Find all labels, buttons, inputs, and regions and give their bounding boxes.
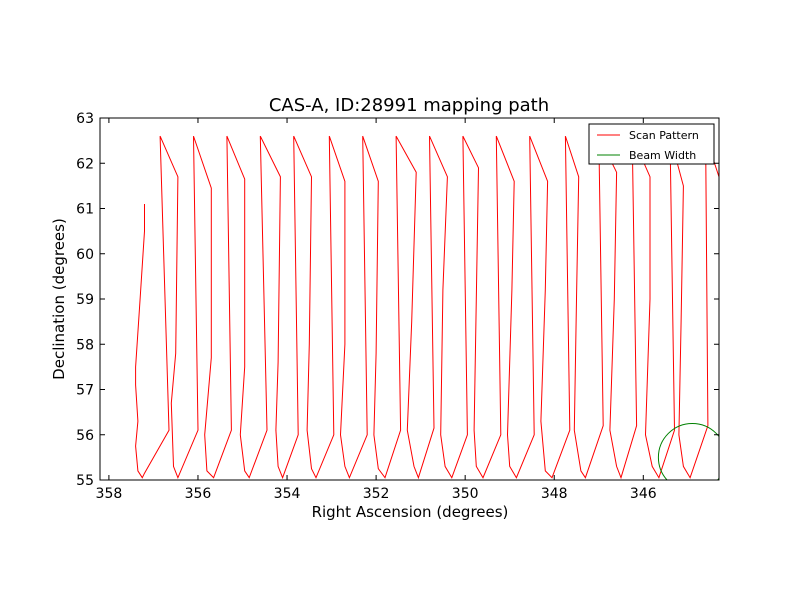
x-axis: 358 356 354 352 350 348 346 — [96, 118, 657, 502]
x-tick-label: 354 — [274, 486, 301, 502]
y-tick-label: 62 — [76, 156, 94, 172]
beam-width-circle — [657, 423, 719, 480]
x-tick-label: 348 — [541, 486, 568, 502]
y-tick-label: 55 — [76, 473, 94, 489]
x-tick-label: 346 — [630, 486, 657, 502]
x-axis-label: Right Ascension (degrees) — [312, 503, 509, 521]
y-tick-label: 61 — [76, 202, 94, 218]
y-tick-label: 57 — [76, 383, 94, 399]
chart-title: CAS-A, ID:28991 mapping path — [269, 95, 549, 116]
legend-box — [588, 123, 715, 165]
y-axis-label: Declination (degrees) — [50, 218, 68, 380]
y-tick-label: 59 — [76, 292, 94, 308]
y-tick-label: 63 — [76, 111, 94, 127]
scan-pattern-line — [135, 135, 719, 480]
y-tick-label: 60 — [76, 247, 94, 263]
y-tick-label: 56 — [76, 428, 94, 444]
y-tick-label: 58 — [76, 337, 94, 353]
x-tick-label: 352 — [363, 486, 390, 502]
x-tick-label: 358 — [96, 486, 123, 502]
x-tick-label: 356 — [185, 486, 212, 502]
legend: Scan Pattern Beam Width — [588, 123, 715, 165]
legend-label-scan: Scan Pattern — [629, 129, 699, 142]
y-axis: 55 56 57 58 59 60 61 62 63 — [76, 111, 719, 489]
x-tick-label: 350 — [452, 486, 479, 502]
legend-label-beam: Beam Width — [629, 149, 696, 162]
series-layer — [135, 135, 719, 480]
plot-frame — [99, 117, 720, 481]
